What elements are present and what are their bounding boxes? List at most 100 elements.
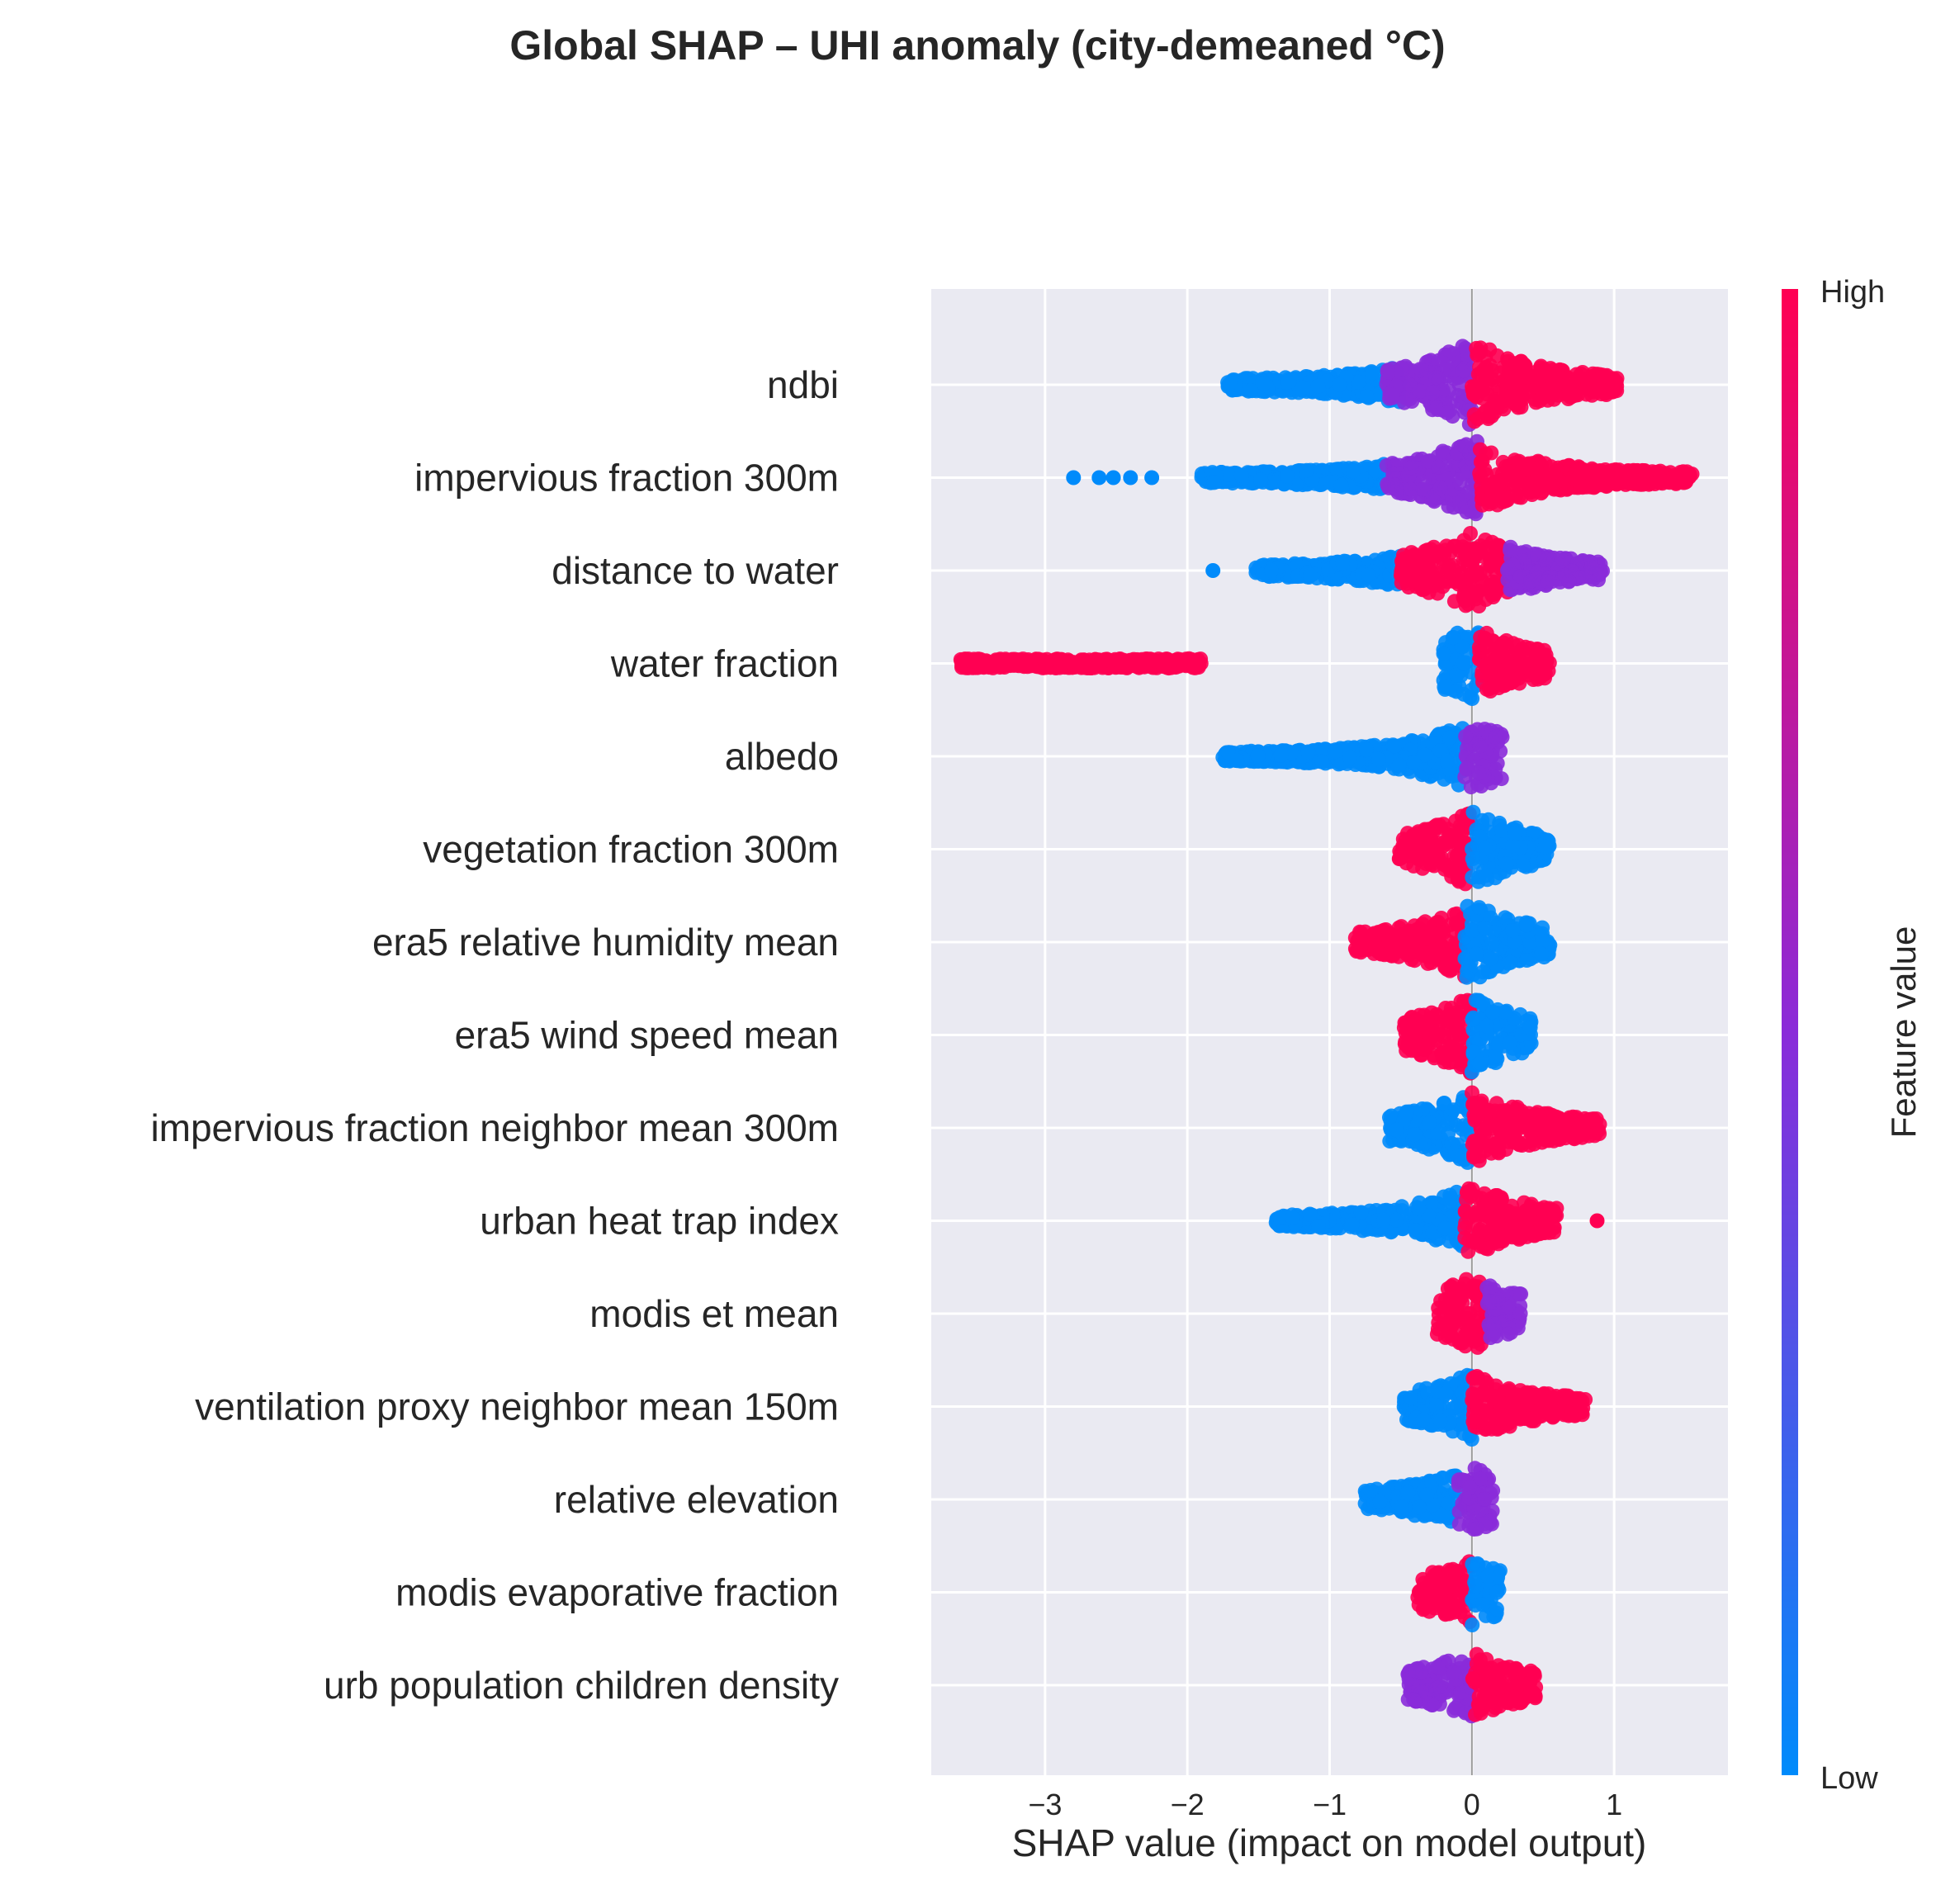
shap-point — [1389, 1122, 1404, 1138]
shap-point — [1507, 826, 1522, 841]
shap-point — [1494, 822, 1509, 838]
shap-point — [1535, 934, 1550, 949]
shap-point — [1300, 744, 1316, 760]
shap-point — [1527, 475, 1542, 490]
shap-point — [1479, 1018, 1494, 1034]
shap-point — [1643, 476, 1659, 491]
shap-point — [1478, 868, 1493, 883]
shap-point — [1471, 765, 1487, 781]
shap-point-outlier — [1105, 470, 1121, 485]
shap-point — [1449, 1021, 1465, 1037]
shap-point — [1452, 476, 1468, 491]
shap-point — [1456, 655, 1471, 670]
shap-point — [1479, 540, 1494, 556]
shap-point — [1512, 453, 1527, 469]
shap-point — [1062, 653, 1077, 669]
shap-point — [1391, 757, 1407, 773]
shap-point — [1569, 1125, 1584, 1140]
shap-point — [1519, 953, 1535, 968]
shap-point — [1478, 841, 1493, 856]
shap-point — [1455, 363, 1470, 379]
shap-point — [1485, 1004, 1501, 1020]
shap-point — [1431, 459, 1446, 475]
shap-point — [1299, 462, 1314, 478]
shap-point — [1280, 468, 1295, 484]
shap-point — [1539, 552, 1555, 567]
shap-point — [1458, 728, 1474, 744]
shap-point — [1206, 475, 1222, 490]
shap-point — [1333, 477, 1349, 493]
shap-point — [1422, 1115, 1437, 1130]
shap-point — [1435, 443, 1451, 459]
shap-point — [1555, 371, 1569, 386]
shap-point — [1423, 857, 1439, 873]
shap-point — [1669, 474, 1684, 490]
shap-point — [1353, 935, 1369, 950]
shap-point — [1394, 931, 1410, 946]
shap-point — [1404, 460, 1419, 476]
shap-point — [1534, 1109, 1550, 1125]
shap-point — [1529, 373, 1545, 388]
shap-point — [1148, 653, 1164, 669]
shap-point — [1439, 405, 1455, 421]
shap-point — [1295, 380, 1310, 395]
shap-point — [1413, 1047, 1428, 1063]
shap-point — [1412, 1007, 1427, 1023]
shap-point — [1264, 563, 1279, 578]
shap-point — [1222, 376, 1238, 391]
shap-point — [1361, 567, 1376, 583]
shap-point — [1404, 952, 1419, 967]
shap-point — [1505, 923, 1521, 939]
shap-point — [1039, 655, 1054, 670]
shap-point — [1472, 738, 1488, 754]
shap-point — [1488, 395, 1503, 410]
shap-point-outlier — [1144, 470, 1160, 485]
shap-point — [1537, 839, 1553, 855]
shap-point — [1543, 459, 1559, 475]
shap-point — [1545, 478, 1560, 494]
shap-point — [1346, 463, 1361, 479]
shap-point — [1332, 377, 1347, 392]
shap-point — [1400, 1040, 1416, 1055]
shap-point — [1397, 395, 1412, 410]
shap-point — [1446, 907, 1462, 922]
shap-point — [1450, 1149, 1465, 1164]
shap-point — [1472, 1055, 1488, 1071]
shap-point-outlier — [1205, 563, 1221, 578]
shap-point — [1381, 934, 1397, 949]
shap-point — [1351, 374, 1366, 390]
shap-point — [1470, 411, 1486, 426]
shap-point — [1516, 858, 1531, 873]
shap-point — [1445, 630, 1460, 646]
shap-point — [1500, 351, 1516, 367]
shap-point — [1314, 754, 1330, 770]
shap-point — [1463, 526, 1478, 541]
shap-point — [1479, 381, 1494, 396]
shap-point — [1581, 1128, 1597, 1144]
shap-point — [1413, 362, 1429, 378]
shap-point — [1229, 753, 1245, 769]
shap-point — [1437, 1096, 1452, 1111]
shap-point — [1468, 591, 1484, 607]
shap-point — [1607, 462, 1623, 477]
shap-point — [1303, 567, 1318, 583]
shap-point — [1399, 1105, 1414, 1120]
shap-point — [1310, 378, 1326, 394]
shap-point — [1442, 730, 1458, 746]
shap-point — [1482, 664, 1498, 680]
shap-point — [1523, 573, 1539, 589]
shap-point — [1449, 667, 1465, 683]
shap-point — [1505, 1124, 1521, 1139]
shap-point — [1403, 481, 1418, 497]
shap-point — [1488, 729, 1503, 745]
shap-point — [1419, 931, 1435, 946]
shap-point — [1543, 361, 1558, 377]
shap-point — [1250, 748, 1266, 764]
shap-point — [1483, 951, 1498, 967]
shap-point — [1583, 559, 1599, 575]
shap-point — [1432, 817, 1447, 833]
shap-point — [1436, 646, 1451, 661]
shap-point — [1475, 453, 1490, 469]
shap-point — [1650, 464, 1665, 480]
shap-point — [1493, 639, 1508, 654]
